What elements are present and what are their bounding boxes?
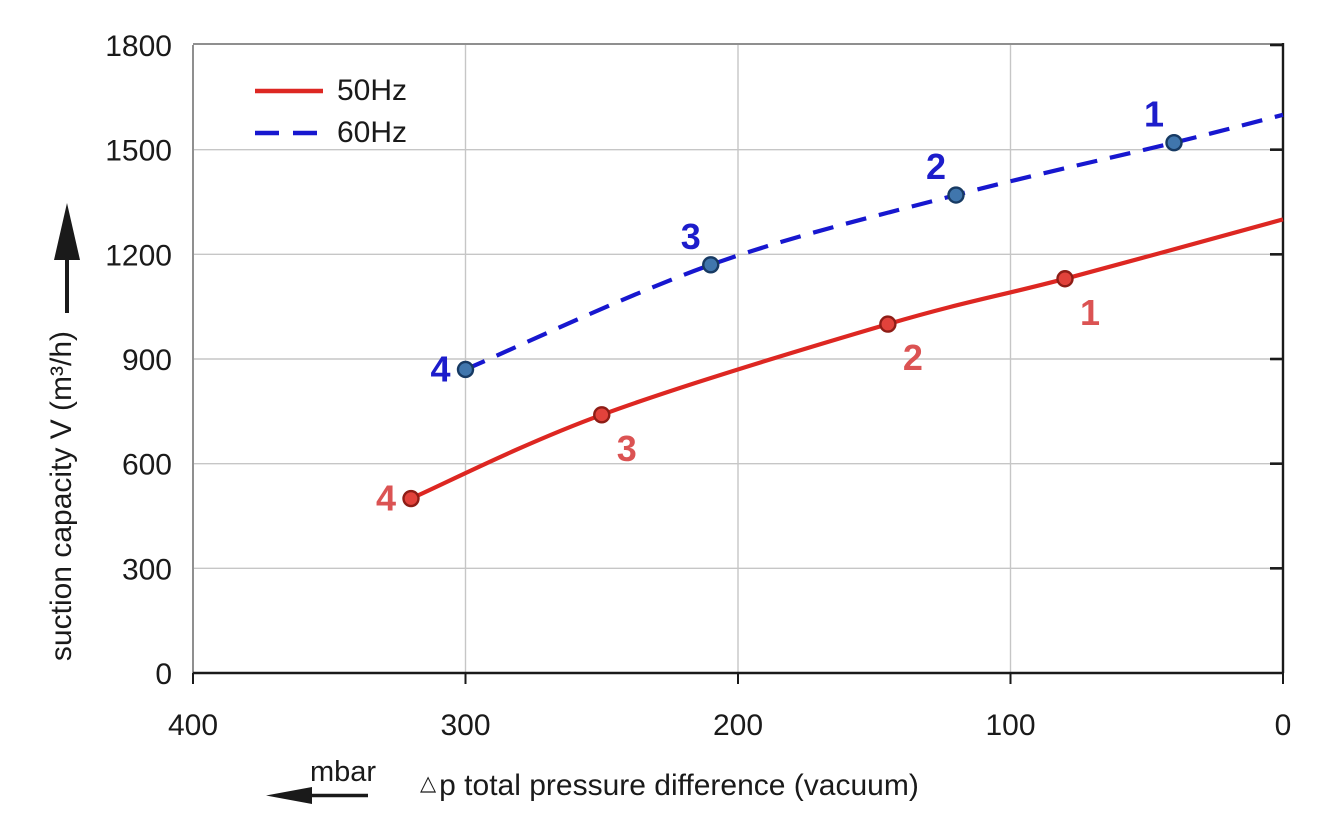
- legend-item-50hz: 50Hz: [253, 74, 407, 107]
- y-axis-title: suction capacity V (m³/h): [45, 330, 78, 662]
- point-label-60hz-4: 4: [430, 348, 450, 389]
- legend-item-60hz: 60Hz: [253, 116, 407, 149]
- data-point-50hz-2: [879, 315, 897, 333]
- data-point-50hz-4: [402, 489, 420, 508]
- point-label-50hz-1: 1: [1080, 292, 1100, 333]
- legend-swatch-50hz-icon: [255, 88, 323, 93]
- series-line-60hz: [464, 112, 1284, 372]
- data-point-60hz-1: [1165, 133, 1183, 152]
- y-axis-arrow-head-icon: [54, 203, 80, 260]
- x-axis-unit: mbar: [309, 756, 377, 788]
- data-point-50hz-3: [593, 406, 611, 424]
- legend-label-60hz: 60Hz: [337, 115, 408, 149]
- x-tick-label: 200: [713, 709, 763, 742]
- x-axis-title-text: p total pressure difference (vacuum): [439, 769, 919, 802]
- point-label-50hz-2: 2: [903, 337, 923, 378]
- y-tick-label: 900: [122, 344, 172, 377]
- point-label-50hz-3: 3: [617, 428, 637, 469]
- y-tick-label: 1500: [105, 135, 172, 168]
- data-point-60hz-3: [702, 256, 720, 274]
- y-tick-label: 600: [122, 449, 172, 482]
- y-tick-label: 1200: [105, 239, 172, 272]
- legend-swatch-60hz-icon: [255, 130, 323, 135]
- point-label-60hz-1: 1: [1144, 94, 1164, 135]
- data-point-60hz-2: [947, 186, 965, 204]
- x-tick-label: 300: [440, 709, 490, 742]
- point-label-60hz-2: 2: [926, 146, 946, 187]
- x-tick-label: 400: [168, 709, 218, 742]
- x-tick-label: 0: [1275, 709, 1292, 742]
- point-label-60hz-3: 3: [681, 216, 701, 257]
- legend-label-50hz: 50Hz: [337, 73, 408, 107]
- x-axis-title: △ p total pressure difference (vacuum): [420, 769, 919, 803]
- legend: 50Hz 60Hz: [253, 74, 407, 149]
- x-axis-arrow-head-icon: [266, 787, 312, 804]
- delta-symbol: △: [420, 772, 437, 795]
- y-tick-label: 300: [122, 553, 172, 586]
- point-label-50hz-4: 4: [376, 478, 396, 519]
- x-tick-label: 100: [985, 709, 1035, 742]
- data-point-50hz-1: [1056, 270, 1074, 288]
- y-tick-label: 0: [155, 658, 172, 691]
- y-tick-label: 1800: [105, 30, 172, 63]
- data-point-60hz-4: [456, 360, 475, 379]
